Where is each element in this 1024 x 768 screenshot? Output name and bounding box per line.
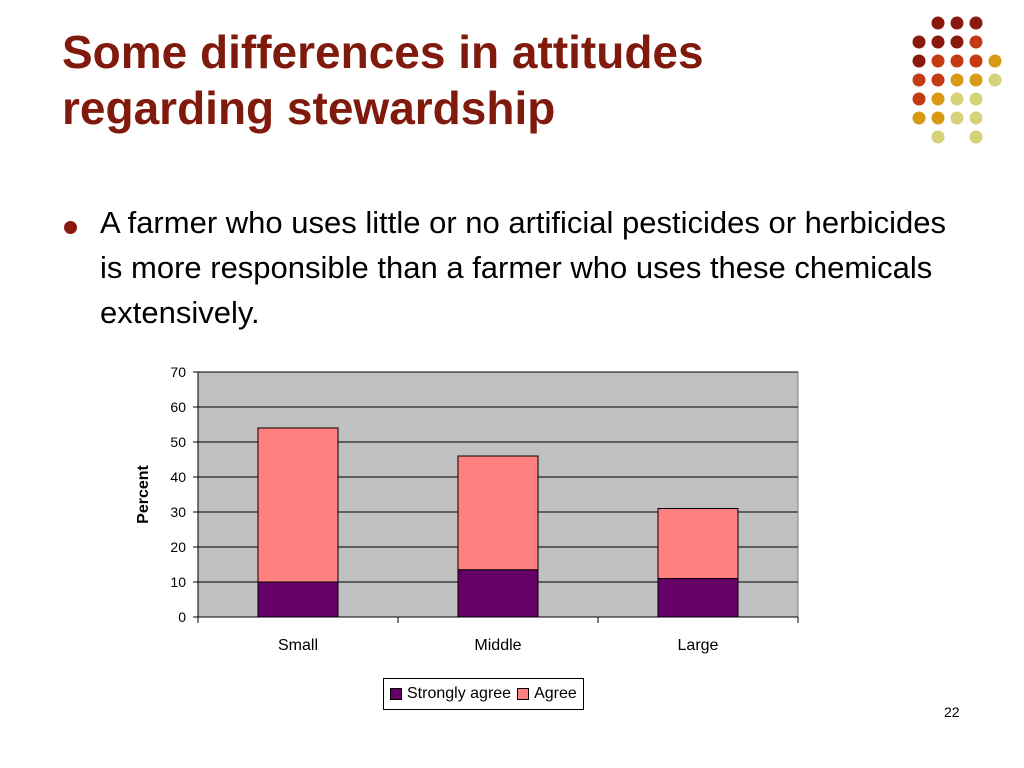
legend-item-agree: Agree — [517, 685, 577, 703]
stacked-bar-chart: 0 10 20 30 40 50 60 70 Small Middle Large Percent — [135, 364, 799, 654]
decorative-dot — [950, 54, 964, 68]
decorative-dot-grid — [912, 16, 1002, 144]
bar-segment-agree — [457, 455, 539, 571]
x-tick-label: Middle — [474, 637, 521, 654]
x-tick-label: Small — [278, 637, 318, 654]
decorative-dot — [931, 130, 945, 144]
slide-title: Some differences in attitudes regarding … — [62, 26, 704, 134]
decorative-dot — [969, 130, 983, 144]
decorative-dot — [969, 16, 983, 30]
bar-segment-agree — [257, 427, 339, 583]
decorative-dot — [912, 92, 926, 106]
decorative-dot — [931, 35, 945, 49]
bullet-icon — [64, 221, 77, 234]
legend-label-strongly-agree: Strongly agree — [407, 685, 512, 702]
legend-item-strongly-agree: Strongly agree — [390, 685, 511, 703]
y-tick-label: 50 — [170, 434, 186, 450]
decorative-dot — [988, 73, 1002, 87]
bullet-text: A farmer who uses little or no artificia… — [100, 205, 946, 330]
decorative-dot — [912, 111, 926, 125]
y-tick-label: 40 — [170, 469, 186, 485]
decorative-dot — [931, 111, 945, 125]
decorative-dot — [912, 35, 926, 49]
decorative-dot — [950, 111, 964, 125]
chart-legend: Strongly agree Agree — [383, 678, 584, 710]
page-number: 22 — [944, 704, 960, 720]
decorative-dot — [969, 54, 983, 68]
decorative-dot — [931, 92, 945, 106]
decorative-dot — [950, 16, 964, 30]
bar-segment-strongly-agree — [257, 581, 339, 618]
legend-label-agree: Agree — [534, 685, 577, 702]
legend-swatch-strongly-agree — [390, 688, 402, 700]
y-tick-label: 0 — [178, 609, 186, 625]
bar-segment-agree — [657, 508, 739, 579]
y-tick-label: 60 — [170, 399, 186, 415]
x-tick-label: Large — [678, 637, 719, 654]
decorative-dot — [969, 73, 983, 87]
y-tick-label: 10 — [170, 574, 186, 590]
decorative-dot — [950, 92, 964, 106]
y-tick-label: 30 — [170, 504, 186, 520]
y-tick-label: 20 — [170, 539, 186, 555]
decorative-dot — [931, 54, 945, 68]
bar-segment-strongly-agree — [657, 578, 739, 618]
decorative-dot — [988, 54, 1002, 68]
decorative-dot — [931, 73, 945, 87]
decorative-dot — [950, 73, 964, 87]
decorative-dot — [931, 16, 945, 30]
decorative-dot — [950, 35, 964, 49]
decorative-dot — [912, 73, 926, 87]
decorative-dot — [969, 111, 983, 125]
y-tick-label: 70 — [170, 364, 186, 380]
decorative-dot — [969, 92, 983, 106]
decorative-dot — [969, 35, 983, 49]
legend-swatch-agree — [517, 688, 530, 700]
bar-segment-strongly-agree — [457, 569, 539, 618]
decorative-dot — [912, 54, 926, 68]
y-axis-label: Percent — [135, 464, 152, 523]
